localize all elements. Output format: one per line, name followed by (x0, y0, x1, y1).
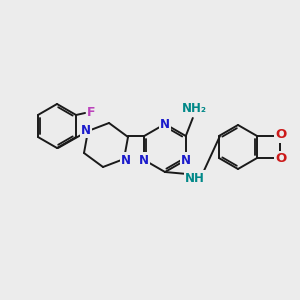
Text: N: N (121, 154, 131, 166)
Text: O: O (275, 128, 287, 142)
Text: O: O (275, 152, 287, 166)
Text: F: F (87, 106, 95, 118)
Text: NH: NH (185, 172, 205, 184)
Text: N: N (181, 154, 191, 166)
Text: N: N (139, 154, 149, 166)
Text: N: N (81, 124, 91, 136)
Text: NH₂: NH₂ (182, 103, 207, 116)
Text: N: N (160, 118, 170, 130)
